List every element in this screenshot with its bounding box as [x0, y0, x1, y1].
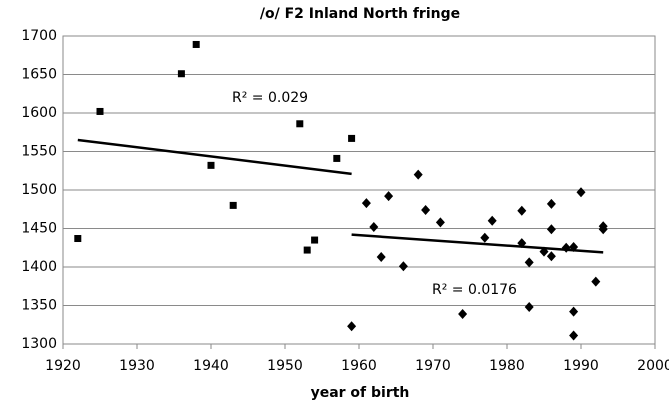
point [524, 302, 534, 313]
x-tick-label: 1990 [563, 358, 599, 374]
point [524, 257, 534, 268]
y-tick-label: 1650 [21, 67, 57, 83]
point [303, 246, 311, 254]
point [487, 215, 497, 226]
point [421, 205, 431, 216]
x-tick-label: 1950 [267, 358, 303, 374]
x-tick-label: 1960 [341, 358, 377, 374]
point [207, 161, 215, 169]
point [458, 308, 468, 319]
annotation: R² = 0.0176 [432, 282, 517, 298]
point [569, 330, 579, 341]
point [311, 236, 319, 244]
point [413, 169, 423, 180]
y-tick-label: 1400 [21, 259, 57, 275]
x-tick-label: 1980 [489, 358, 525, 374]
x-tick-label: 1970 [415, 358, 451, 374]
point [546, 198, 556, 209]
point [333, 154, 341, 162]
y-tick-label: 1450 [21, 221, 57, 237]
point [229, 201, 237, 209]
point [480, 232, 490, 243]
point [569, 306, 579, 317]
point [376, 251, 386, 262]
x-tick-label: 1940 [193, 358, 229, 374]
point [361, 198, 371, 209]
y-tick-label: 1550 [21, 144, 57, 160]
point [177, 70, 185, 78]
point [435, 217, 445, 228]
point [517, 205, 527, 216]
y-tick-label: 1300 [21, 336, 57, 352]
y-tick-label: 1600 [21, 105, 57, 121]
y-tick-label: 1350 [21, 298, 57, 314]
y-tick-label: 1700 [21, 28, 57, 44]
chart-title: /o/ F2 Inland North fringe [260, 6, 460, 22]
trend-line [77, 138, 352, 176]
x-tick-label: 1920 [45, 358, 81, 374]
point [598, 224, 608, 235]
y-tick-label: 1500 [21, 182, 57, 198]
point [546, 251, 556, 262]
point [576, 187, 586, 198]
point [96, 107, 104, 115]
point [192, 40, 200, 48]
annotation: R² = 0.029 [232, 90, 308, 106]
point [561, 242, 571, 253]
point [74, 235, 82, 243]
x-axis-label: year of birth [311, 385, 410, 401]
x-tick-label: 1930 [119, 358, 155, 374]
point [369, 221, 379, 232]
x-tick-label: 2000 [637, 358, 669, 374]
point [347, 321, 357, 332]
point [296, 120, 304, 128]
trend-line [351, 233, 604, 254]
point [384, 191, 394, 202]
point [398, 261, 408, 272]
point [348, 134, 356, 142]
point [591, 276, 601, 287]
point [546, 224, 556, 235]
